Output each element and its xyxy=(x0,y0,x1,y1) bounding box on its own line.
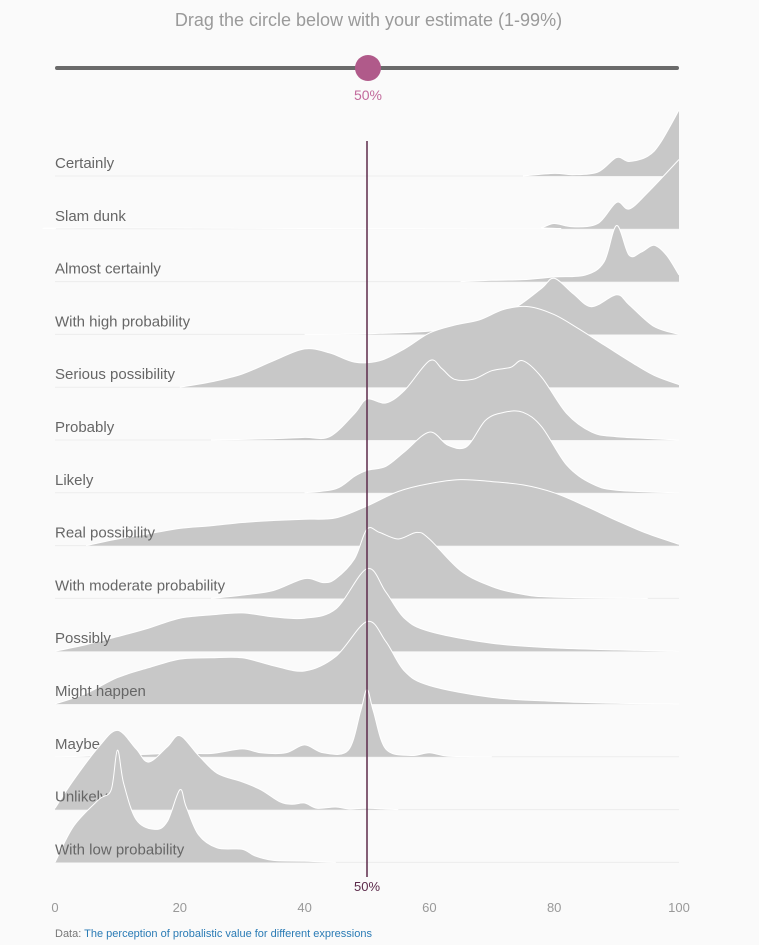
x-tick-label: 100 xyxy=(668,900,690,915)
ridge-outline xyxy=(86,479,680,547)
ridge-label: With low probability xyxy=(55,841,185,858)
x-tick-label: 20 xyxy=(173,900,187,915)
ridge-label: Real possibility xyxy=(55,525,156,542)
ridge-label: Possibly xyxy=(55,630,111,647)
data-source-link[interactable]: The perception of probalistic value for … xyxy=(84,928,372,940)
ridge-area xyxy=(211,359,679,440)
ridge-outline xyxy=(54,568,680,652)
ridge-label: Serious possibility xyxy=(55,366,176,383)
ridge-area xyxy=(523,110,679,176)
ridge-outline xyxy=(522,109,680,177)
data-source: Data: The perception of probalistic valu… xyxy=(55,928,372,940)
ridge-area xyxy=(304,410,679,493)
ridge-area xyxy=(55,750,336,863)
ridge-outline xyxy=(304,277,680,335)
ridge-outline xyxy=(54,729,399,811)
ridge-outline xyxy=(210,527,648,599)
x-tick-label: 0 xyxy=(51,900,58,915)
ridge-area xyxy=(304,278,679,335)
ridge-outline xyxy=(54,688,492,758)
ridge-area xyxy=(179,306,680,388)
ridge-label: Maybe xyxy=(55,736,100,753)
ridge-label: Might happen xyxy=(55,683,146,700)
ridge-label: With moderate probability xyxy=(55,577,226,594)
estimate-value-label: 50% xyxy=(353,87,383,103)
ridge-area xyxy=(211,527,648,599)
ridge-label: Slam dunk xyxy=(55,208,126,225)
ridge-outline xyxy=(304,410,680,494)
ridge-label: Probably xyxy=(55,419,115,436)
ridge-outline xyxy=(54,749,336,863)
data-source-prefix: Data: xyxy=(55,928,82,940)
ridge-area xyxy=(55,730,399,810)
ridge-label: Certainly xyxy=(55,155,115,172)
ridge-area xyxy=(86,479,679,546)
ridge-outline xyxy=(54,620,680,705)
ridge-outline xyxy=(210,359,680,441)
instruction-text: Drag the circle below with your estimate… xyxy=(174,10,563,30)
ridge-label: With high probability xyxy=(55,313,191,330)
x-tick-label: 80 xyxy=(547,900,561,915)
ridge-area xyxy=(42,159,679,229)
ridge-probably: Probably xyxy=(55,359,680,441)
ridge-outline xyxy=(42,159,680,230)
ridge-label: Likely xyxy=(55,472,94,489)
x-tick-label: 60 xyxy=(422,900,436,915)
ridge-area xyxy=(460,225,679,282)
ridge-real-possibility: Real possibility xyxy=(55,479,680,547)
x-tick-label: 40 xyxy=(297,900,311,915)
estimate-marker-label: 50% xyxy=(354,879,380,894)
ridge-outline xyxy=(179,305,680,388)
ridge-certainly: Certainly xyxy=(55,109,680,177)
ridge-label: Almost certainly xyxy=(55,261,161,278)
ridge-label: Unlikely xyxy=(55,789,108,806)
estimate-slider-handle[interactable] xyxy=(355,55,381,81)
ridge-unlikely: Unlikely xyxy=(54,729,679,811)
ridge-slam-dunk: Slam dunk xyxy=(42,159,680,230)
ridge-outline xyxy=(460,224,680,283)
